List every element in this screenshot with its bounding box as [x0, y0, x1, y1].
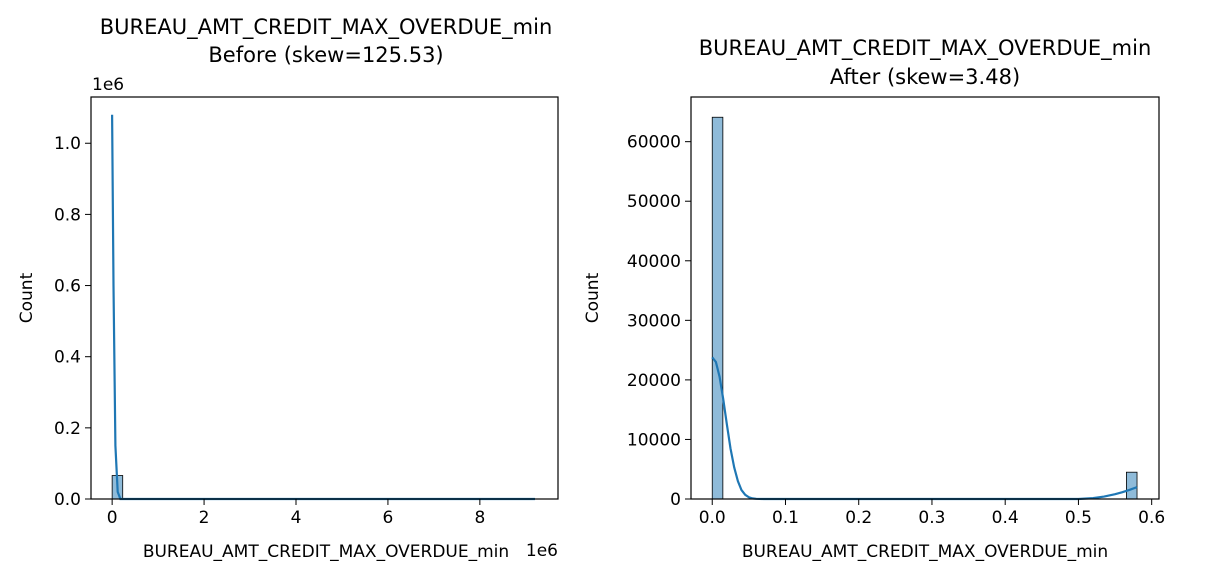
kde-line: [111, 114, 535, 501]
histogram-bar: [711, 116, 724, 500]
y-tick-label: 50000: [627, 192, 681, 212]
y-tick-label: 0: [670, 490, 681, 510]
x-tick-label: 0.4: [992, 508, 1019, 528]
axes-frame: [690, 96, 1160, 500]
y-tick-label: 0.8: [54, 205, 81, 225]
x-tick-label: 0.3: [918, 508, 945, 528]
y-tick-label: 20000: [627, 371, 681, 391]
plot-area-after: 0.0 0.1 0.2 0.3 0.4 0.5 0.6 0 10000 20000 30000 400…: [627, 96, 1165, 528]
y-tick-label: 10000: [627, 430, 681, 450]
x-axis-label: BUREAU_AMT_CREDIT_MAX_OVERDUE_min: [742, 542, 1108, 562]
chart-title-line2: Before (skew=125.53): [208, 43, 443, 67]
x-tick-label: 4: [291, 508, 302, 528]
chart-title-line2: After (skew=3.48): [830, 65, 1020, 89]
subplot-before: BUREAU_AMT_CREDIT_MAX_OVERDUE_min Before…: [17, 15, 559, 562]
x-tick-label: 2: [199, 508, 210, 528]
x-tick-label: 0: [107, 508, 118, 528]
kde-line: [711, 356, 1138, 501]
chart-title-line1: BUREAU_AMT_CREDIT_MAX_OVERDUE_min: [699, 36, 1152, 61]
x-tick-label: 0.6: [1138, 508, 1165, 528]
x-tick-label: 0.1: [772, 508, 799, 528]
x-tick-label: 8: [474, 508, 485, 528]
x-offset-text: 1e6: [526, 541, 558, 561]
y-tick-label: 0.0: [54, 490, 81, 510]
x-tick-label: 6: [383, 508, 394, 528]
y-tick-label: 30000: [627, 311, 681, 331]
x-tick-label: 0.2: [845, 508, 872, 528]
y-tick-label: 1.0: [54, 134, 81, 154]
y-axis-label: Count: [17, 272, 37, 323]
x-tick-label: 0.0: [699, 508, 726, 528]
x-tick-label: 0.5: [1065, 508, 1092, 528]
subplot-after: BUREAU_AMT_CREDIT_MAX_OVERDUE_min After …: [583, 36, 1165, 562]
plot-area-before: 0 2 4 6 8 0.0 0.2 0.4 0.6 0.8 1.0: [54, 96, 559, 528]
y-tick-label: 60000: [627, 133, 681, 153]
y-tick-label: 0.6: [54, 277, 81, 297]
x-axis-label: BUREAU_AMT_CREDIT_MAX_OVERDUE_min: [143, 542, 509, 562]
y-tick-label: 40000: [627, 252, 681, 272]
histogram-bar: [1126, 471, 1138, 500]
chart-title-line1: BUREAU_AMT_CREDIT_MAX_OVERDUE_min: [100, 15, 553, 40]
y-axis-label: Count: [583, 272, 603, 323]
y-tick-label: 0.4: [54, 348, 81, 368]
y-tick-label: 0.2: [54, 419, 81, 439]
axes-frame: [90, 96, 559, 500]
y-offset-text: 1e6: [92, 75, 124, 95]
